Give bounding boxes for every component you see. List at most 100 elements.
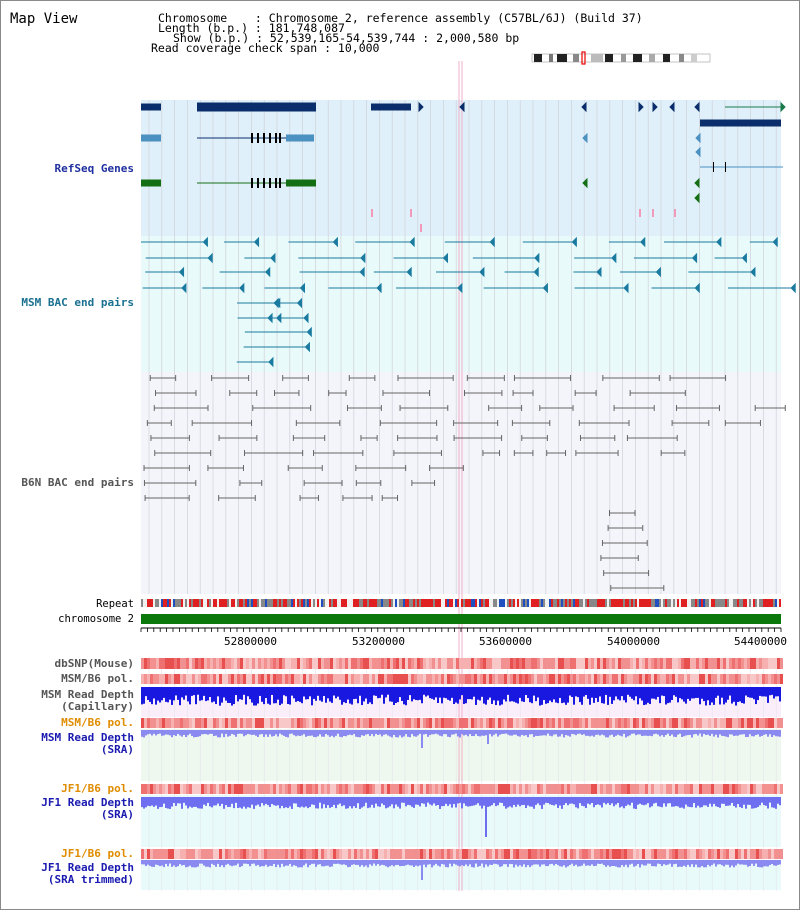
- msm-pol2-cell: [342, 718, 345, 728]
- depth-bar-msm-sra: [263, 730, 265, 737]
- b6n-bac-track[interactable]: [143, 375, 786, 591]
- jf1-pol2-cell: [243, 849, 246, 859]
- jf1-b6-pol-label[interactable]: JF1/B6 pol.: [61, 782, 134, 795]
- jf1-b6-pol-label-2[interactable]: JF1/B6 pol.: [61, 847, 134, 860]
- depth-bar-jf1-sra: [225, 797, 227, 806]
- jf1-pol2-cell: [357, 849, 360, 859]
- depth-bar-jf1-sra: [153, 797, 155, 807]
- repeat-mark: [533, 599, 535, 607]
- bac-end: [270, 252, 276, 264]
- jf1-pol-cell: [210, 784, 213, 794]
- depth-bar-jf1-sra: [749, 797, 751, 805]
- depth-bar-capillary: [565, 687, 567, 705]
- msm-bac-track[interactable]: [141, 236, 796, 368]
- b6n-bac-label[interactable]: B6N BAC end pairs: [21, 476, 134, 489]
- depth-bar-jf1-trim: [469, 860, 471, 865]
- depth-bar-msm-sra: [417, 730, 419, 736]
- gene-marker: [581, 101, 587, 113]
- dbsnp-cell: [681, 658, 684, 669]
- repeat-mark: [341, 599, 343, 607]
- depth-bar-jf1-sra: [231, 797, 233, 804]
- dbsnp-cell: [186, 658, 189, 669]
- depth-bar-jf1-sra: [529, 797, 531, 807]
- bac-end: [409, 236, 415, 248]
- jf1-pol2-cell: [771, 849, 774, 859]
- msm-pol-cell: [561, 674, 564, 684]
- jf1-read-depth-sra-label[interactable]: JF1 Read Depth (SRA): [41, 796, 134, 821]
- msm-read-depth-capillary-label[interactable]: MSM Read Depth (Capillary): [41, 688, 134, 713]
- depth-bar-jf1-sra: [593, 797, 595, 808]
- chromosome-ideogram[interactable]: [531, 51, 711, 65]
- msm-pol2-cell: [351, 718, 354, 728]
- jf1-pol-cell: [645, 784, 648, 794]
- depth-bar-capillary: [345, 687, 347, 704]
- depth-bar-jf1-sra: [699, 797, 701, 808]
- jf1-pol-cell: [279, 784, 282, 794]
- jf1-pol2-cell: [237, 849, 240, 859]
- msm-pol2-cell: [438, 718, 441, 728]
- msm-pol-cell: [426, 674, 429, 684]
- msm-b6-pol-label[interactable]: MSM/B6 pol.: [61, 672, 134, 685]
- repeat-mark: [711, 599, 713, 607]
- depth-bar-jf1-trim: [719, 860, 721, 865]
- msm-pol2-cell: [201, 718, 204, 728]
- depth-bar-capillary: [527, 687, 529, 699]
- dbsnp-cell: [651, 658, 654, 669]
- depth-bar-jf1-trim: [253, 860, 255, 864]
- depth-bar-msm-sra: [515, 730, 517, 735]
- dbsnp-cell: [288, 658, 291, 669]
- dbsnp-cell: [753, 658, 756, 669]
- depth-bar-jf1-trim: [513, 860, 515, 868]
- dbsnp-cell: [240, 658, 243, 669]
- jf1-pol-cell: [417, 784, 420, 794]
- msm-pol2-cell: [525, 718, 528, 728]
- depth-bar-msm-sra: [671, 730, 673, 735]
- depth-bar-capillary: [723, 687, 725, 705]
- depth-bar-capillary: [225, 687, 227, 701]
- jf1-pol-cell: [699, 784, 702, 794]
- depth-bar-jf1-trim: [523, 860, 525, 865]
- depth-bar-jf1-sra: [589, 797, 591, 805]
- depth-bar-jf1-trim: [141, 860, 143, 865]
- jf1-pol-cell: [243, 784, 246, 794]
- depth-bar-msm-sra: [235, 730, 237, 737]
- dbsnp-cell: [378, 658, 381, 669]
- bac-end: [623, 282, 629, 294]
- refseq-genes-track[interactable]: [141, 101, 786, 233]
- msm-pol2-cell: [165, 718, 168, 728]
- jf1-pol-cell: [309, 784, 312, 794]
- jf1-pol2-cell: [555, 849, 558, 859]
- msm-pol2-cell: [669, 718, 672, 728]
- msm-pol-cell: [282, 674, 285, 684]
- dbsnp-cell: [762, 658, 765, 669]
- refseq-genes-label[interactable]: RefSeq Genes: [54, 162, 134, 175]
- msm-pol2-cell: [222, 718, 225, 728]
- repeat-mark: [249, 599, 251, 607]
- depth-bar-msm-sra: [651, 730, 653, 737]
- msm-pol2-cell: [759, 718, 762, 728]
- msm-read-depth-sra-label[interactable]: MSM Read Depth (SRA): [41, 731, 134, 756]
- msm-bac-label[interactable]: MSM BAC end pairs: [21, 296, 134, 309]
- depth-bar-capillary: [353, 687, 355, 700]
- depth-bar-jf1-trim: [201, 860, 203, 864]
- depth-bar-jf1-sra: [289, 797, 291, 807]
- depth-bar-jf1-trim: [355, 860, 357, 865]
- depth-bar-jf1-trim: [743, 860, 745, 865]
- bac-end: [533, 266, 539, 278]
- msm-pol2-cell: [468, 718, 471, 728]
- depth-bar-jf1-trim: [565, 860, 567, 868]
- dbsnp-label[interactable]: dbSNP(Mouse): [54, 657, 134, 670]
- msm-pol2-cell: [513, 718, 516, 728]
- depth-bar-jf1-trim: [369, 860, 371, 865]
- depth-bar-jf1-sra: [363, 797, 365, 807]
- repeat-mark: [631, 599, 633, 607]
- msm-b6-pol-label-2[interactable]: MSM/B6 pol.: [61, 716, 134, 729]
- depth-bar-jf1-trim: [377, 860, 379, 864]
- msm-pol-cell: [663, 674, 666, 684]
- depth-bar-msm-sra: [261, 730, 263, 735]
- jf1-read-depth-trimmed-label[interactable]: JF1 Read Depth (SRA trimmed): [41, 861, 134, 886]
- depth-bar-jf1-sra: [255, 797, 257, 806]
- jf1-pol-cell: [621, 784, 624, 794]
- depth-bar-capillary: [309, 687, 311, 697]
- depth-bar-jf1-sra: [693, 797, 695, 803]
